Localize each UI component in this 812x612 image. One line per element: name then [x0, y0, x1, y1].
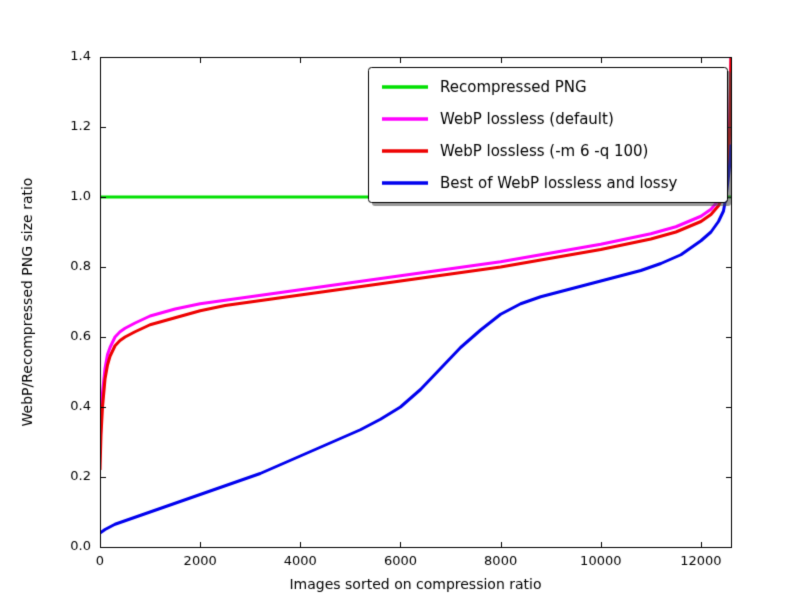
figure — [0, 0, 812, 612]
line-chart-canvas — [0, 0, 812, 612]
